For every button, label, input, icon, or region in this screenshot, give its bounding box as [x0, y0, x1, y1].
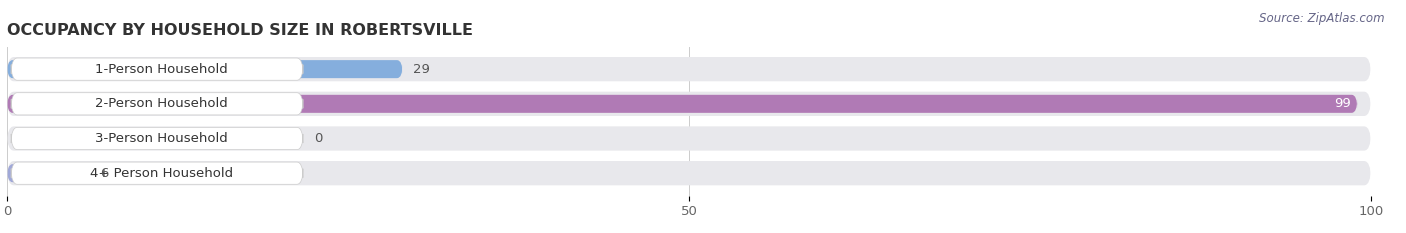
FancyBboxPatch shape: [7, 57, 1371, 81]
Text: 1-Person Household: 1-Person Household: [94, 63, 228, 76]
Text: OCCUPANCY BY HOUSEHOLD SIZE IN ROBERTSVILLE: OCCUPANCY BY HOUSEHOLD SIZE IN ROBERTSVI…: [7, 24, 472, 38]
FancyBboxPatch shape: [11, 162, 302, 184]
FancyBboxPatch shape: [11, 93, 302, 115]
FancyBboxPatch shape: [7, 95, 1357, 113]
FancyBboxPatch shape: [7, 92, 1371, 116]
Text: 4+ Person Household: 4+ Person Household: [90, 167, 233, 180]
FancyBboxPatch shape: [11, 127, 302, 150]
Text: 3-Person Household: 3-Person Household: [94, 132, 228, 145]
FancyBboxPatch shape: [7, 161, 1371, 185]
Text: 2-Person Household: 2-Person Household: [94, 97, 228, 110]
Text: Source: ZipAtlas.com: Source: ZipAtlas.com: [1260, 12, 1385, 25]
Text: 29: 29: [413, 63, 430, 76]
FancyBboxPatch shape: [7, 126, 1371, 151]
Text: 99: 99: [1334, 97, 1350, 110]
Text: 0: 0: [314, 132, 322, 145]
FancyBboxPatch shape: [7, 60, 402, 78]
FancyBboxPatch shape: [7, 164, 89, 182]
Text: 6: 6: [100, 167, 108, 180]
FancyBboxPatch shape: [11, 58, 302, 80]
